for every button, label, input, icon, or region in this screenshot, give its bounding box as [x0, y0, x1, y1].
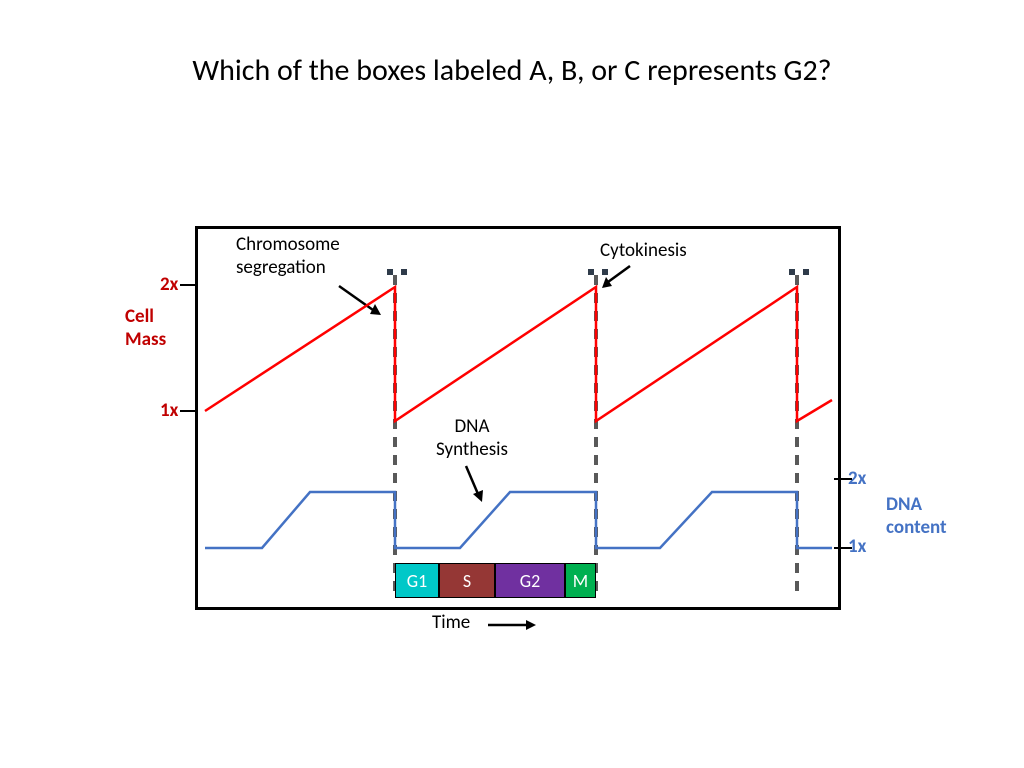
- data-lines: [0, 0, 1024, 768]
- phase-box-s: S: [439, 563, 495, 598]
- phase-box-g2: G2: [495, 563, 565, 598]
- phase-box-g1: G1: [395, 563, 439, 598]
- phase-box-m: M: [565, 563, 596, 598]
